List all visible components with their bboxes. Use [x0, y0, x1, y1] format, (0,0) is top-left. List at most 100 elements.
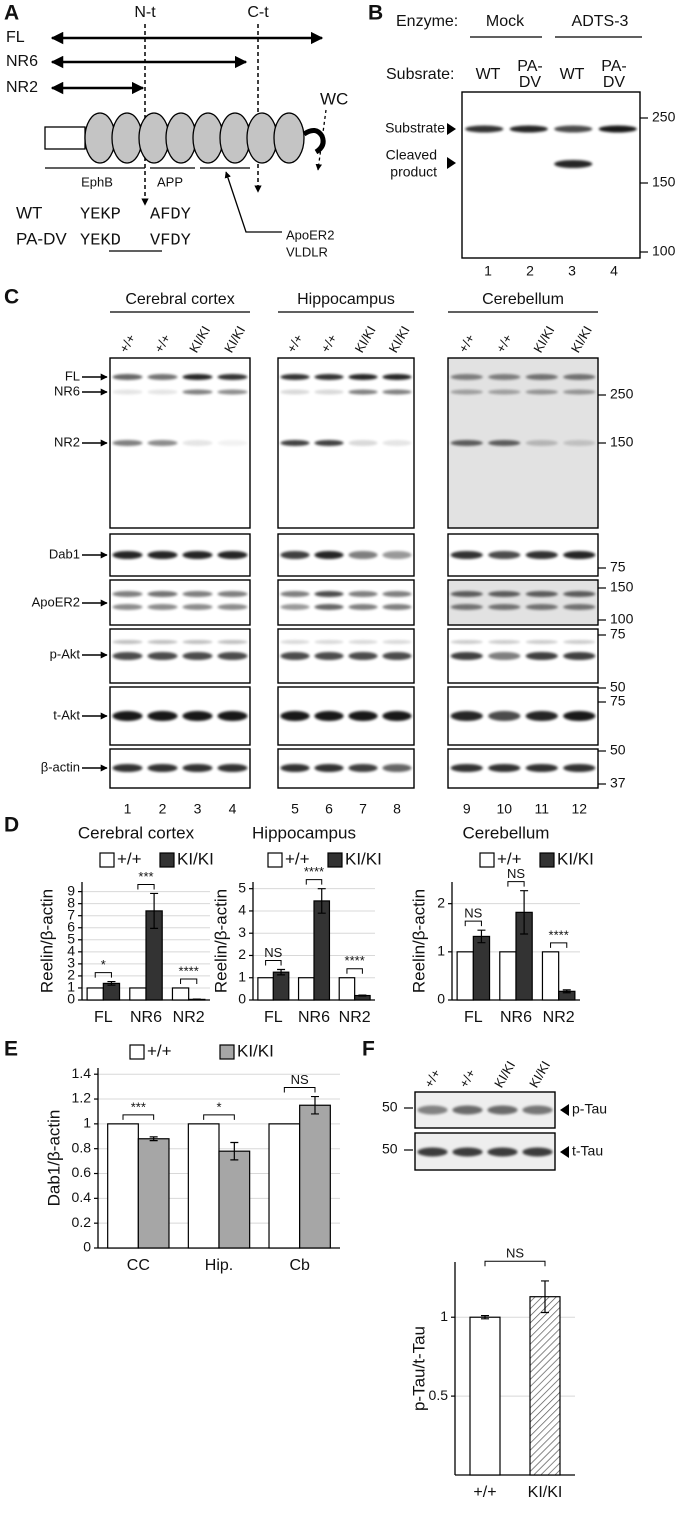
band	[112, 604, 143, 610]
significance-label: ***	[138, 869, 153, 884]
band	[522, 1105, 553, 1115]
bar	[86, 987, 104, 1001]
band	[112, 374, 143, 380]
y-tick-label: 1	[67, 979, 75, 995]
ellipse	[192, 112, 224, 164]
band	[182, 764, 213, 772]
bar	[257, 977, 274, 1001]
genotype-label: KI/KI	[568, 323, 595, 355]
fragment-label: NR2	[6, 79, 38, 96]
significance-label: ****	[179, 963, 199, 978]
band	[563, 374, 596, 380]
band	[112, 764, 143, 772]
band	[525, 764, 558, 772]
receptor-label: ApoER2	[286, 227, 334, 242]
band	[382, 551, 412, 559]
legend-label: +/+	[285, 849, 310, 868]
y-tick-label: 0	[67, 991, 75, 1007]
band	[488, 652, 521, 660]
band	[314, 711, 344, 721]
error-bar	[230, 1141, 239, 1161]
band	[487, 1105, 518, 1115]
band	[147, 652, 178, 660]
band	[112, 652, 143, 660]
band	[147, 764, 178, 772]
substrate: WT	[476, 66, 501, 83]
genotype-label: KI/KI	[530, 323, 557, 355]
band-arrow	[560, 1104, 569, 1116]
x-tick-label: FL	[264, 1009, 283, 1026]
x-tick-label: NR6	[500, 1009, 532, 1026]
band	[563, 604, 596, 610]
y-tick-label: 2	[67, 967, 75, 983]
y-tick-label: 1	[83, 1115, 91, 1131]
bar	[456, 951, 474, 1001]
genotype-label: KI/KI	[491, 1058, 518, 1090]
y-tick-label: 1	[437, 943, 445, 959]
row-label: FL	[65, 368, 80, 383]
band	[217, 604, 248, 610]
band	[382, 591, 412, 597]
wc-line	[315, 109, 327, 171]
significance-label: NS	[507, 866, 525, 881]
y-tick-label: 0	[83, 1239, 91, 1255]
ellipse	[138, 112, 170, 164]
sequence-name: WT	[16, 203, 42, 222]
y-tick-label: 3	[238, 924, 246, 940]
significance-bracket	[484, 1260, 546, 1267]
tissue-label: Cerebellum	[482, 291, 564, 308]
band-label: Substrate	[385, 120, 445, 136]
panel-b: B Enzyme: Mock ADTS-3 Subsrate: Substrat…	[368, 2, 642, 180]
band	[522, 1147, 553, 1157]
y-tick-label: 7	[67, 906, 75, 922]
band	[280, 764, 310, 772]
band	[348, 374, 378, 380]
band	[112, 591, 143, 597]
enzyme-label: Enzyme:	[396, 13, 458, 30]
band-arrow	[560, 1146, 569, 1158]
band	[488, 640, 521, 644]
bar	[541, 951, 560, 1001]
lane-number: 12	[571, 801, 587, 817]
blot	[447, 579, 599, 626]
band	[314, 764, 344, 772]
band	[314, 551, 344, 559]
bar	[313, 900, 331, 1001]
y-tick-label: 9	[67, 882, 75, 898]
genotype-label: +/+	[456, 1066, 478, 1090]
y-tick-label: 5	[238, 879, 246, 895]
bar	[472, 935, 491, 1001]
band	[314, 604, 344, 610]
size-marker: 150	[610, 579, 634, 595]
legend-label: KI/KI	[177, 849, 214, 868]
band	[112, 551, 143, 559]
error-bar	[107, 980, 116, 986]
site-label: C-t	[247, 4, 269, 21]
lane-number: 11	[534, 801, 549, 817]
band	[147, 551, 178, 559]
y-axis-label: Reelin/β-actin	[211, 889, 230, 993]
band	[280, 640, 310, 644]
error-bar	[477, 929, 486, 944]
band	[465, 125, 504, 133]
fragment-label: NR6	[6, 53, 38, 70]
genotype-label: KI/KI	[186, 323, 213, 355]
x-tick-label: FL	[464, 1009, 483, 1026]
band	[280, 711, 310, 721]
error-bar	[541, 1280, 549, 1314]
significance-bracket	[550, 942, 568, 948]
row-label: p-Tau	[572, 1101, 607, 1117]
band	[217, 374, 248, 380]
size-marker: 150	[652, 174, 676, 190]
bar	[338, 977, 356, 1001]
band	[382, 652, 412, 660]
band	[525, 374, 558, 380]
genotype-label: +/+	[455, 331, 477, 355]
enzyme: Mock	[486, 13, 525, 30]
lane-number: 6	[325, 801, 333, 817]
bar	[102, 982, 121, 1001]
band	[563, 652, 596, 660]
row-label: p-Akt	[50, 646, 81, 661]
y-tick-label: 2	[437, 894, 445, 910]
bar	[529, 1296, 561, 1476]
